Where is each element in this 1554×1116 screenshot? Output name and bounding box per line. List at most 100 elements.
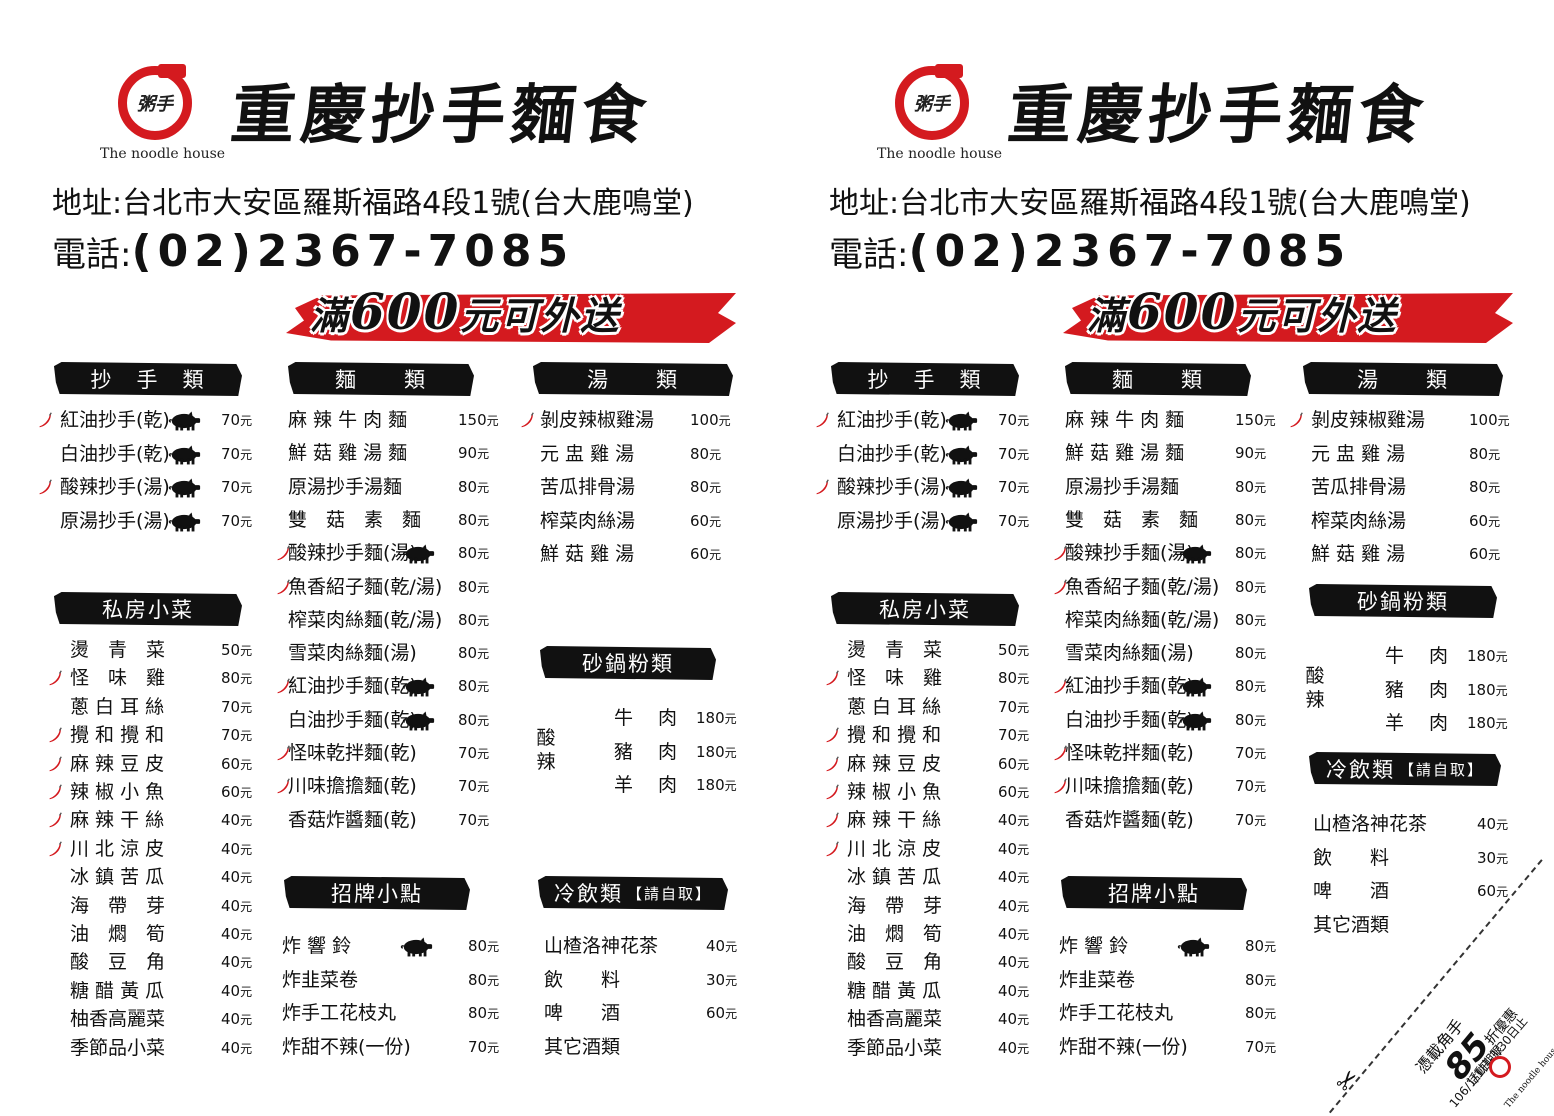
pig-icon (168, 512, 202, 532)
price-unit: 元 (1495, 683, 1508, 698)
item-name: 炸韭菜卷 (1059, 968, 1136, 991)
item-price: 50元 (998, 636, 1029, 665)
price-unit: 元 (487, 940, 500, 954)
price-unit: 元 (240, 871, 253, 886)
section-header-text: 招牌小點 (331, 882, 423, 906)
item-price: 80元 (458, 573, 489, 602)
logo-circle: 粥手 (895, 66, 969, 140)
menu-item-row: 白油抄手(乾) 70元 (36, 440, 262, 468)
item-name: 麻 辣 豆 皮 (847, 752, 942, 775)
menu-item-row: 羊 肉 180元 (1359, 709, 1519, 737)
item-price: 80元 (458, 506, 489, 535)
price-unit: 元 (709, 447, 722, 462)
menu-item-row: 蔥 白 耳 絲 70元 (813, 693, 1039, 721)
item-name: 麻 辣 干 絲 (847, 809, 942, 832)
menu-item-row: 啤 酒 60元 (544, 999, 744, 1027)
item-price: 40元 (221, 1005, 252, 1034)
price-value: 40 (221, 811, 241, 830)
chili-pepper-icon (274, 777, 292, 795)
item-name: 豬 肉 (1385, 678, 1449, 701)
chili-pepper-icon (823, 669, 841, 687)
price-value: 80 (458, 510, 478, 529)
price-unit: 元 (1017, 757, 1030, 772)
chili-pepper-icon (1051, 677, 1069, 695)
menu-item-row: 魚香紹子麵(乾/湯) 80元 (1047, 573, 1283, 601)
price-unit: 元 (477, 480, 490, 495)
menu-item-row: 白油抄手麵(乾) 80元 (270, 706, 506, 734)
price-unit: 元 (477, 747, 490, 761)
section-header-text: 砂鍋粉類 (582, 652, 674, 676)
menu-item-row: 燙 青 菜 50元 (36, 636, 262, 664)
price-unit: 元 (1495, 717, 1508, 731)
menu-item-row: 柚香高麗菜 40元 (813, 1005, 1039, 1033)
item-name: 白油抄手麵(乾) (1065, 708, 1194, 731)
chili-pepper-icon (36, 478, 54, 496)
menu-item-row: 炸甜不辣(一份) 70元 (1059, 1033, 1283, 1061)
item-price: 70元 (221, 406, 252, 435)
price-value: 70 (221, 726, 241, 745)
price-value: 100 (1469, 411, 1498, 429)
menu-item-row: 榨菜肉絲麵(乾/湯) 80元 (1047, 606, 1283, 634)
banner-amount: 600 (1127, 282, 1238, 341)
pig-icon (1179, 544, 1213, 564)
price-value: 80 (468, 937, 488, 955)
item-price: 70元 (998, 406, 1029, 435)
menu-item-row: 魚香紹子麵(乾/湯) 80元 (270, 573, 506, 601)
price-value: 70 (221, 697, 241, 716)
item-name: 牛 肉 (614, 707, 678, 729)
price-unit: 元 (1495, 650, 1508, 664)
pig-icon (945, 478, 979, 498)
item-price: 80元 (1235, 672, 1266, 701)
item-price: 70元 (458, 806, 489, 835)
chili-pepper-icon (274, 744, 292, 762)
item-name: 白油抄手(乾) (60, 442, 170, 465)
menu-item-row: 酸辣抄手麵(湯) 80元 (270, 539, 506, 567)
item-name: 原湯抄手湯麵 (1065, 475, 1180, 498)
menu-item-row: 香菇炸醬麵(乾) 70元 (270, 806, 506, 834)
item-name: 麻 辣 牛 肉 麵 (1065, 409, 1185, 431)
pig-icon (402, 544, 436, 564)
item-price: 80元 (1245, 932, 1276, 961)
item-name: 牛 肉 (1385, 645, 1449, 667)
price-unit: 元 (240, 447, 253, 462)
price-value: 80 (1245, 937, 1265, 955)
item-name: 羊 肉 (1385, 712, 1449, 734)
price-value: 80 (458, 710, 478, 729)
item-price: 60元 (690, 540, 721, 569)
price-unit: 元 (724, 745, 737, 760)
price-unit: 元 (1488, 481, 1501, 495)
item-name: 酸辣抄手(湯) (837, 476, 947, 498)
item-name: 酸辣抄手(湯) (60, 476, 170, 498)
item-price: 70元 (1235, 739, 1266, 768)
price-value: 80 (690, 478, 710, 496)
item-price: 70元 (1235, 806, 1266, 835)
price-unit: 元 (1264, 973, 1277, 988)
price-value: 80 (468, 970, 488, 989)
price-value: 40 (998, 839, 1018, 858)
price-value: 40 (998, 981, 1018, 1000)
item-name: 季節品小菜 (847, 1036, 943, 1059)
item-price: 40元 (221, 1034, 252, 1063)
price-unit: 元 (1254, 780, 1267, 795)
section-header-text: 私房小菜 (879, 598, 971, 622)
item-price: 80元 (1235, 506, 1266, 535)
price-unit: 元 (724, 712, 737, 726)
item-price: 40元 (221, 892, 252, 921)
phone-line: 電話:(02)2367-7085 (829, 226, 1351, 277)
section-header: 抄 手 類 (831, 362, 1019, 396)
menu-item-row: 雙 菇 素 麵 80元 (1047, 506, 1283, 534)
delivery-banner-text: 滿600元可外送 (310, 282, 620, 341)
menu-item-row: 川味擔擔麵(乾) 70元 (1047, 772, 1283, 800)
price-value: 40 (221, 868, 241, 887)
item-price: 80元 (458, 706, 489, 735)
price-value: 40 (998, 868, 1018, 887)
item-name: 原湯抄手(湯) (60, 509, 170, 532)
banner-prefix: 滿 (1087, 293, 1128, 338)
price-value: 60 (1477, 882, 1497, 900)
price-unit: 元 (240, 956, 253, 971)
price-value: 40 (998, 811, 1018, 830)
phone-label: 電話: (829, 235, 909, 275)
pig-icon (945, 512, 979, 532)
price-unit: 元 (1496, 885, 1509, 899)
menu-item-row: 雪菜肉絲麵(湯) 80元 (1047, 639, 1283, 667)
